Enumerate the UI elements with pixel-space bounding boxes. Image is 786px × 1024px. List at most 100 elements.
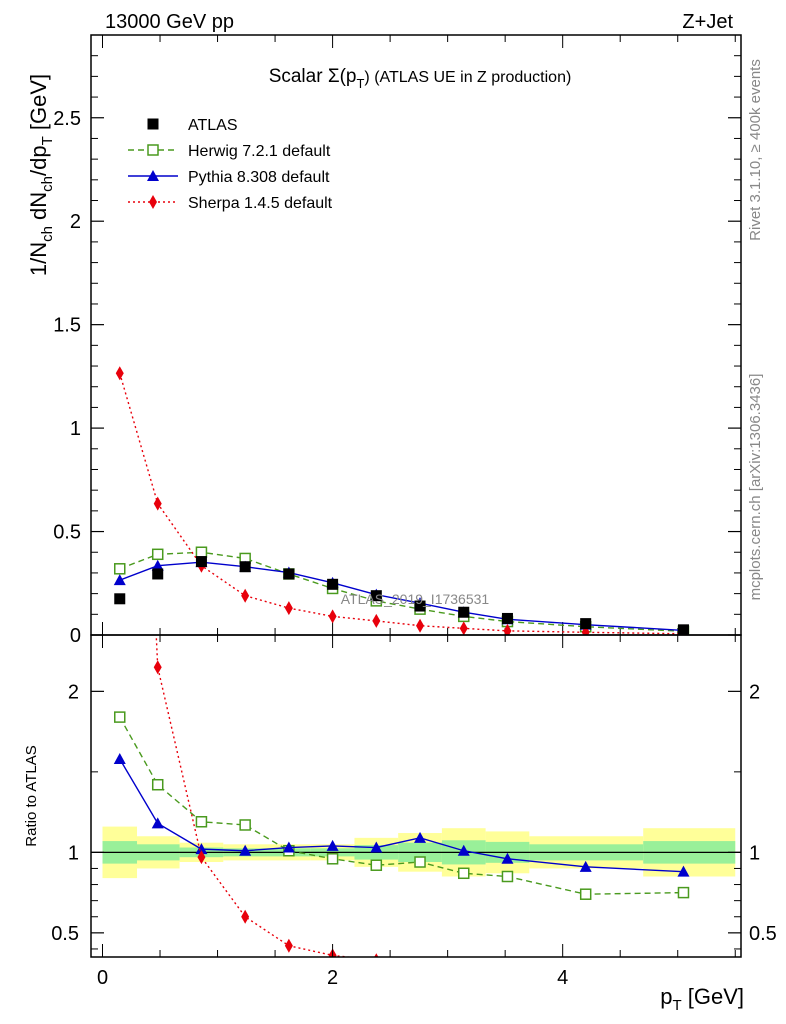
legend-marker-sherpa-1-4-5-default — [149, 195, 157, 209]
ratio-point-pythia-8-308-default — [457, 844, 470, 856]
main-point-atlas — [327, 578, 339, 590]
ratio-point-herwig-7-2-1-default — [239, 819, 251, 831]
main-point-atlas — [501, 612, 513, 624]
legend: ATLAS Herwig 7.2.1 default Pythia 8.308 de… — [128, 117, 333, 212]
ratio-line-pythia-8-308-default — [119, 758, 684, 873]
main-point-atlas — [458, 606, 470, 618]
main-axis-ticks: 0 0.5 1 1.5 2 2.5 — [53, 35, 741, 647]
ratio-point-herwig-7-2-1-default — [501, 870, 514, 883]
main-line-sherpa-1-4-5-default — [119, 373, 684, 635]
ratio-point-herwig-7-2-1-default — [414, 856, 426, 868]
ratio-point-sherpa-1-4-5-default — [153, 660, 162, 675]
main-point-sherpa-1-4-5-default — [153, 496, 162, 511]
main-point-herwig-7-2-1-default — [151, 548, 164, 561]
x-tick-label: 0 — [97, 967, 108, 989]
main-panel: 0 0.5 1 1.5 2 2.5 Scalar Σ(pT) (ATLAS UE in Z… — [26, 34, 742, 647]
main-point-herwig-7-2-1-default — [195, 546, 208, 558]
main-point-atlas — [370, 590, 382, 602]
main-point-atlas — [152, 568, 164, 580]
ratio-point-pythia-8-308-default — [282, 841, 295, 853]
main-point-atlas — [283, 568, 295, 580]
x-tick-label: 2 — [327, 967, 338, 989]
main-point-sherpa-1-4-5-default — [115, 366, 124, 381]
main-y-tick-label: 2.5 — [53, 108, 81, 130]
main-point-sherpa-1-4-5-default — [328, 609, 337, 624]
ratio-point-herwig-7-2-1-default — [579, 888, 592, 900]
main-line-herwig-7-2-1-default — [119, 551, 684, 632]
legend-label-sherpa-1-4-5-default: Sherpa 1.4.5 default — [188, 195, 333, 212]
ratio-point-sherpa-1-4-5-default — [374, 953, 379, 957]
legend-marker-pythia-8-308-default — [147, 170, 159, 181]
ratio-y-tick-label-right: 0.5 — [749, 923, 777, 945]
main-point-pythia-8-308-default — [151, 559, 164, 571]
main-point-sherpa-1-4-5-default — [241, 588, 250, 603]
ratio-line-herwig-7-2-1-default — [119, 716, 684, 895]
ratio-panel: 0.5 0.5 1 1 2 2 0 2 4 Ratio to ATLAS pT [GeV] — [23, 634, 777, 1014]
main-point-sherpa-1-4-5-default — [503, 623, 512, 635]
x-tick-label: 4 — [557, 967, 568, 989]
ratio-y-tick-label-right: 2 — [749, 681, 760, 703]
ratio-point-herwig-7-2-1-default — [114, 711, 126, 723]
ratio-point-herwig-7-2-1-default — [370, 859, 383, 871]
main-y-tick-label: 0 — [70, 625, 81, 647]
main-y-tick-label: 1.5 — [53, 315, 81, 337]
ratio-point-pythia-8-308-default — [414, 831, 427, 843]
ratio-point-sherpa-1-4-5-default — [460, 961, 468, 975]
ratio-point-herwig-7-2-1-default — [151, 778, 164, 791]
legend-label-herwig-7-2-1-default: Herwig 7.2.1 default — [188, 143, 331, 160]
ratio-point-sherpa-1-4-5-default — [197, 850, 206, 865]
main-point-sherpa-1-4-5-default — [416, 618, 425, 633]
main-title: Scalar Σ(pT) (ATLAS UE in Z production) — [269, 66, 572, 91]
ratio-point-sherpa-1-4-5-default — [503, 966, 511, 980]
ratio-point-pythia-8-308-default — [677, 865, 690, 877]
ratio-y-tick-label: 1 — [68, 842, 79, 864]
main-point-sherpa-1-4-5-default — [581, 625, 590, 635]
ratio-point-pythia-8-308-default — [370, 841, 383, 853]
ratio-frame — [90, 634, 742, 958]
ratio-y-tick-label: 0.5 — [51, 923, 79, 945]
ratio-point-sherpa-1-4-5-default — [284, 938, 293, 953]
main-point-sherpa-1-4-5-default — [372, 613, 381, 628]
ratio-axis-ticks: 0.5 0.5 1 1 2 2 0 2 4 — [51, 635, 777, 989]
ratio-point-pythia-8-308-default — [195, 843, 208, 855]
legend-label-pythia-8-308-default: Pythia 8.308 default — [188, 169, 330, 186]
mcplots-label: mcplots.cern.ch [arXiv:1306.3436] — [747, 374, 764, 601]
main-point-herwig-7-2-1-default — [114, 563, 126, 575]
main-y-axis-label: 1/Nch dNch/dpT [GeV] — [26, 74, 56, 276]
ratio-point-sherpa-1-4-5-default — [241, 909, 250, 924]
ratio-point-herwig-7-2-1-default — [677, 886, 690, 899]
main-point-atlas — [114, 593, 126, 605]
x-axis-label: pT [GeV] — [660, 984, 744, 1014]
ratio-point-herwig-7-2-1-default — [326, 853, 339, 865]
ratio-series-group — [113, 635, 690, 985]
ratio-point-pythia-8-308-default — [113, 752, 126, 764]
ratio-line-sherpa-1-4-5-default — [155, 635, 354, 957]
main-point-atlas — [195, 556, 207, 568]
legend-marker-atlas — [147, 118, 159, 130]
main-y-tick-label: 0.5 — [53, 522, 81, 544]
header-energy: 13000 GeV pp — [105, 11, 234, 33]
main-point-atlas — [677, 624, 689, 635]
ratio-point-herwig-7-2-1-default — [457, 867, 470, 880]
ratio-point-pythia-8-308-default — [579, 860, 592, 872]
ratio-point-sherpa-1-4-5-default — [679, 971, 687, 985]
main-point-sherpa-1-4-5-default — [284, 601, 293, 616]
main-point-atlas — [414, 600, 426, 612]
analysis-watermark: ATLAS_2019_I1736531 — [341, 591, 490, 607]
ratio-point-pythia-8-308-default — [151, 817, 164, 829]
legend-marker-herwig-7-2-1-default — [147, 144, 159, 156]
ratio-point-pythia-8-308-default — [239, 844, 252, 856]
ratio-y-axis-label: Ratio to ATLAS — [23, 745, 40, 846]
header-process: Z+Jet — [682, 11, 733, 33]
main-point-pythia-8-308-default — [113, 574, 126, 586]
main-line-pythia-8-308-default — [119, 561, 684, 632]
ratio-point-herwig-7-2-1-default — [195, 816, 208, 828]
ratio-point-sherpa-1-4-5-default — [582, 969, 590, 983]
main-point-sherpa-1-4-5-default — [459, 621, 468, 635]
legend-label-atlas: ATLAS — [188, 117, 238, 134]
ratio-point-pythia-8-308-default — [501, 852, 514, 864]
main-point-atlas — [580, 618, 592, 630]
ratio-y-tick-label-right: 1 — [749, 842, 760, 864]
main-point-atlas — [239, 561, 251, 573]
